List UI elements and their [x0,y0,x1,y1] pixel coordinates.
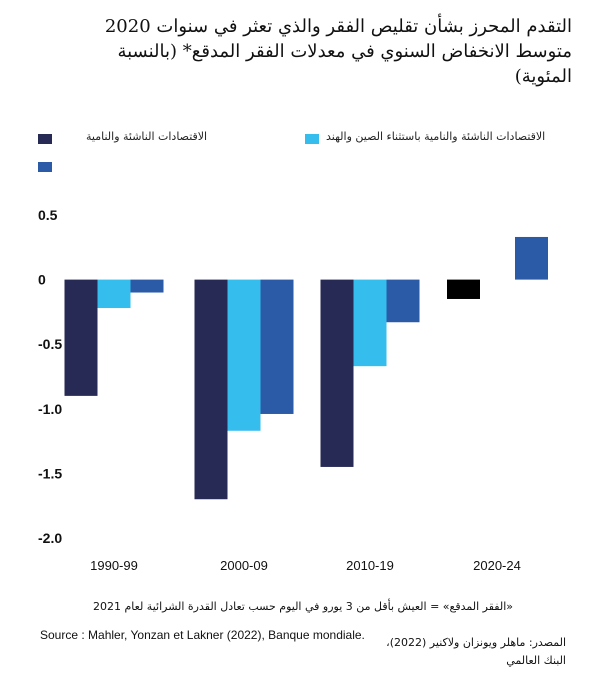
bar [97,279,131,309]
bar [64,279,98,396]
source-arabic: المصدر: ماهلر ويونزان ولاكنير (2022)، ال… [386,634,566,670]
source-arabic-line: البنك العالمي [506,654,566,667]
bar [515,236,548,280]
legend-label-emerging: الاقتصادات الناشئة والنامية [86,130,208,143]
y-tick-label: -0.5 [38,336,62,352]
legend-label-excl-china-india: الاقتصادات الناشئة والنامية باستثناء الص… [326,130,546,143]
x-tick-label: 2020-24 [473,558,521,573]
source-french: Source : Mahler, Yonzan et Lakner (2022)… [40,628,365,642]
legend-swatch-third-series [38,162,52,172]
bar [320,279,354,467]
title-line: متوسط الانخفاض السنوي في معدلات الفقر ال… [117,41,572,62]
chart-title: التقدم المحرز بشأن تقليص الفقر والذي تعث… [12,14,572,89]
bar-chart: 0.5 0 -0.5 -1.0 -1.5 -2.0 1990-99 2000-09 2010-1… [38,207,548,573]
y-tick-label: -1.0 [38,401,62,417]
bar-extra [447,279,480,299]
y-tick-label: 0.5 [38,207,58,223]
legend-swatch-excl-china-india [305,134,319,144]
legend-swatch-emerging [38,134,52,144]
x-tick-label: 2010-19 [346,558,394,573]
bar [130,279,164,293]
title-line: المئوية) [514,66,572,87]
x-tick-label: 1990-99 [90,558,138,573]
y-tick-label: -2.0 [38,530,62,546]
y-tick-label: 0 [38,272,46,288]
y-tick-label: -1.5 [38,465,62,481]
footnote: «الفقر المدقع» = العيش بأقل من 3 يورو في… [92,600,514,613]
bar [386,279,420,323]
title-line: التقدم المحرز بشأن تقليص الفقر والذي تعث… [104,16,572,37]
x-tick-label: 2000-09 [220,558,268,573]
bar [260,279,294,414]
source-arabic-line: المصدر: ماهلر ويونزان ولاكنير (2022)، [386,636,566,649]
bar [227,279,261,431]
bar [194,279,228,500]
bar [353,279,387,367]
